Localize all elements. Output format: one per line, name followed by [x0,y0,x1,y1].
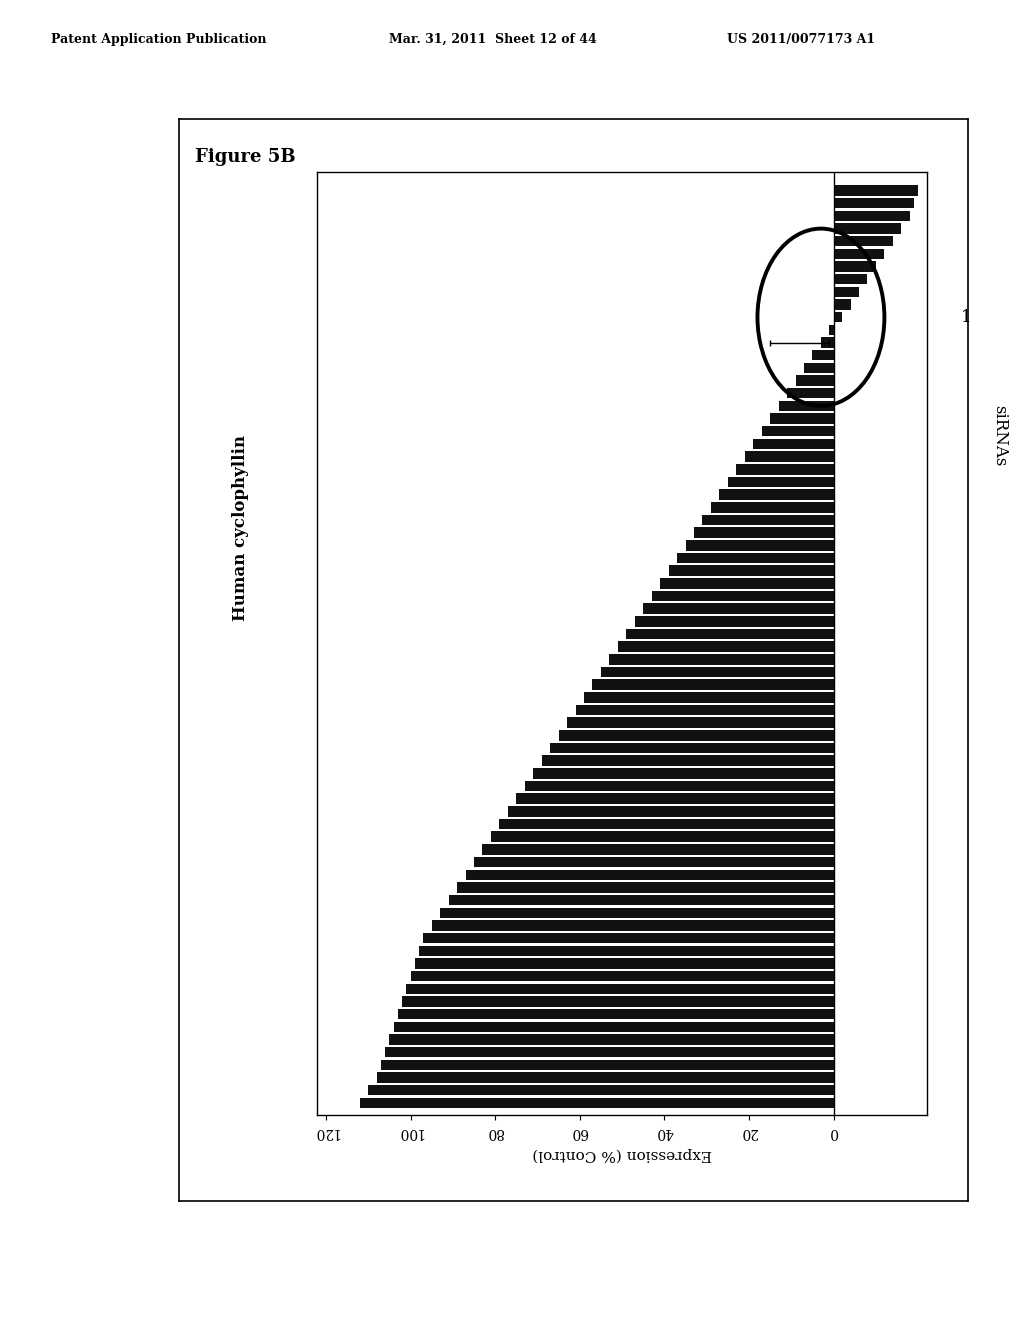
Bar [466,870,834,880]
Bar [770,413,834,424]
Bar [575,705,834,715]
Bar [720,490,834,500]
Bar [829,325,834,335]
X-axis label: Expression (% Control): Expression (% Control) [532,1147,712,1162]
Bar [559,730,834,741]
Bar [534,768,834,779]
Bar [389,1034,834,1044]
Bar [834,300,851,310]
Bar [542,755,834,766]
Bar [804,363,834,374]
Bar [796,375,834,385]
Bar [617,642,834,652]
Bar [393,1022,834,1032]
Bar [627,628,834,639]
Bar [778,401,834,411]
Bar [635,616,834,627]
Bar [754,438,834,449]
Bar [377,1072,834,1082]
Bar [601,667,834,677]
Text: Figure 5B: Figure 5B [195,148,295,166]
Bar [402,997,834,1007]
Bar [834,286,859,297]
Bar [834,185,919,195]
Text: Mar. 31, 2011  Sheet 12 of 44: Mar. 31, 2011 Sheet 12 of 44 [389,33,597,46]
Bar [381,1060,834,1071]
Bar [423,933,834,944]
Bar [834,198,914,209]
Bar [593,680,834,690]
Bar [834,275,867,285]
Bar [834,211,909,222]
Text: siRNAs: siRNAs [991,405,1009,466]
Bar [643,603,834,614]
Bar [516,793,834,804]
Bar [821,338,834,347]
Bar [419,945,834,956]
Bar [482,845,834,854]
Bar [490,832,834,842]
Bar [407,983,834,994]
Bar [685,540,834,550]
Bar [415,958,834,969]
Text: Human cyclophyllin: Human cyclophyllin [232,436,249,620]
Bar [385,1047,834,1057]
Bar [702,515,834,525]
Bar [812,350,834,360]
Bar [524,781,834,791]
Bar [834,312,842,322]
Bar [449,895,834,906]
Bar [834,236,893,247]
Bar [474,857,834,867]
Bar [359,1097,834,1107]
Bar [834,261,876,272]
Bar [762,426,834,437]
Bar [369,1085,834,1096]
Bar [651,591,834,601]
Text: US 2011/0077173 A1: US 2011/0077173 A1 [727,33,876,46]
Bar [669,565,834,576]
Bar [834,248,885,259]
Bar [660,578,834,589]
Bar [609,655,834,664]
Bar [711,502,834,512]
Bar [787,388,834,399]
Bar [411,970,834,981]
Bar [457,882,834,892]
Bar [432,920,834,931]
Bar [500,818,834,829]
Bar [694,528,834,537]
Bar [567,718,834,727]
Bar [550,743,834,754]
Bar [744,451,834,462]
Bar [440,908,834,917]
Text: 1: 1 [961,309,971,326]
Text: Patent Application Publication: Patent Application Publication [51,33,266,46]
Bar [398,1008,834,1019]
Bar [584,692,834,702]
Bar [677,553,834,564]
Bar [834,223,901,234]
Bar [728,477,834,487]
Bar [736,465,834,474]
Bar [508,807,834,817]
